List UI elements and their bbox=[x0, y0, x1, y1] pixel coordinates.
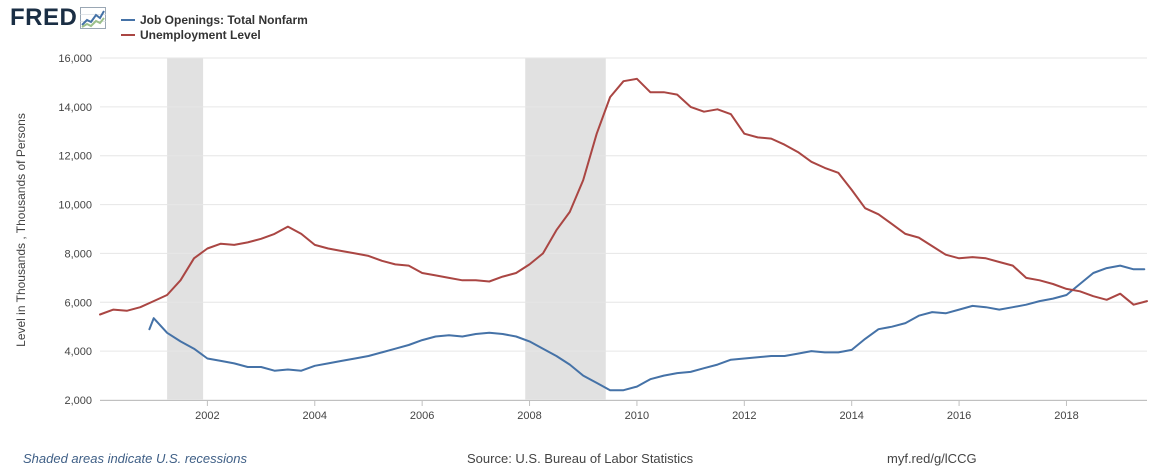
y-tick-label: 6,000 bbox=[64, 297, 92, 309]
chart-legend: Job Openings: Total Nonfarm Unemployment… bbox=[121, 12, 308, 42]
y-tick-label: 14,000 bbox=[58, 102, 92, 114]
recession-band-1 bbox=[167, 58, 204, 400]
x-tick-label: 2016 bbox=[947, 410, 971, 422]
y-tick-label: 8,000 bbox=[64, 248, 92, 260]
x-tick-label: 2018 bbox=[1054, 410, 1078, 422]
series-line-job-openings[interactable] bbox=[148, 264, 1146, 392]
legend-item-unemployment[interactable]: Unemployment Level bbox=[121, 27, 308, 42]
x-tick-label: 2008 bbox=[517, 410, 541, 422]
y-tick-label: 4,000 bbox=[64, 346, 92, 358]
y-tick-label: 10,000 bbox=[58, 200, 92, 212]
x-tick-label: 2014 bbox=[839, 410, 863, 422]
source-note: Source: U.S. Bureau of Labor Statistics bbox=[467, 451, 694, 466]
x-tick-label: 2002 bbox=[195, 410, 219, 422]
legend-swatch-job-openings bbox=[121, 18, 135, 21]
short-url-link[interactable]: myf.red/g/lCCG bbox=[887, 451, 977, 466]
line-chart-icon bbox=[80, 7, 107, 29]
recession-band-2 bbox=[525, 58, 606, 400]
series-layer bbox=[99, 77, 1148, 392]
x-tick-label: 2012 bbox=[732, 410, 756, 422]
y-axis-title: Level in Thousands , Thousands of Person… bbox=[14, 113, 28, 347]
x-tick-label: 2006 bbox=[410, 410, 434, 422]
fred-logo-text: FRED bbox=[10, 4, 78, 31]
gridlines bbox=[100, 57, 1147, 401]
x-tick-label: 2004 bbox=[303, 410, 327, 422]
y-tick-label: 16,000 bbox=[58, 53, 92, 65]
legend-label-unemployment: Unemployment Level bbox=[140, 27, 261, 42]
recession-shading-layer bbox=[167, 58, 606, 400]
y-tick-label: 12,000 bbox=[58, 151, 92, 163]
x-tick-label: 2010 bbox=[625, 410, 649, 422]
legend-label-job-openings: Job Openings: Total Nonfarm bbox=[140, 12, 308, 27]
fred-logo[interactable]: FRED bbox=[10, 4, 107, 31]
y-tick-label: 2,000 bbox=[64, 395, 92, 407]
recession-note: Shaded areas indicate U.S. recessions bbox=[23, 451, 248, 466]
series-line-unemployment[interactable] bbox=[99, 77, 1148, 316]
axes: 2,000 4,000 6,000 8,000 10,000 12,000 14,000 16… bbox=[58, 53, 1147, 422]
line-chart: 2,000 4,000 6,000 8,000 10,000 12,000 14,000 16… bbox=[14, 53, 1148, 422]
legend-item-job-openings[interactable]: Job Openings: Total Nonfarm bbox=[121, 12, 308, 27]
legend-swatch-unemployment bbox=[121, 33, 135, 36]
